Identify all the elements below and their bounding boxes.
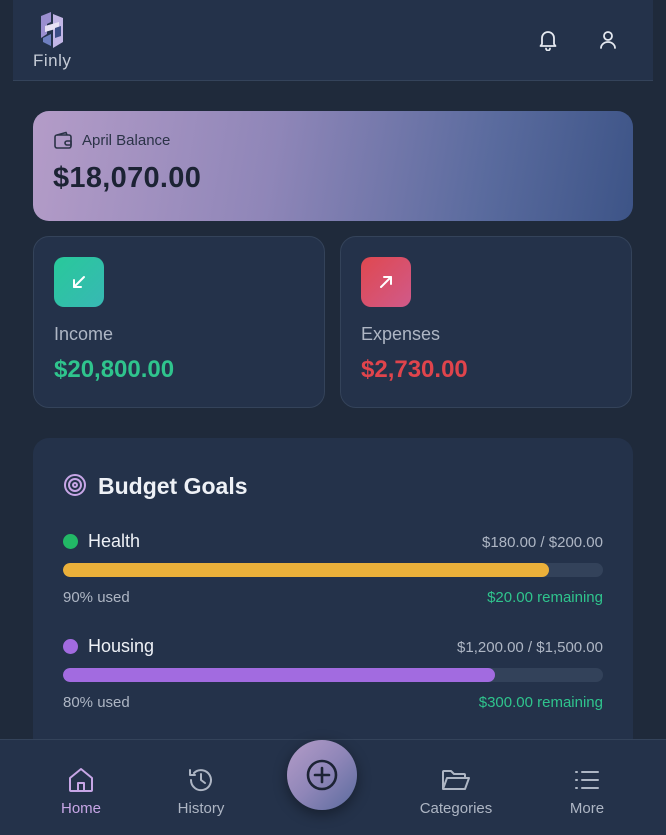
app-header: Finly xyxy=(13,0,653,81)
goal-progress-track xyxy=(63,563,603,577)
nav-home-label: Home xyxy=(60,800,101,817)
nav-home[interactable]: Home xyxy=(26,740,136,835)
arrow-up-right-icon xyxy=(361,257,411,307)
goal-name: Health xyxy=(88,531,141,551)
goal-progress-track xyxy=(63,668,603,682)
user-icon[interactable] xyxy=(596,28,620,52)
category-color-dot xyxy=(63,534,78,549)
income-card[interactable]: Income $20,800.00 xyxy=(33,236,325,408)
nav-history[interactable]: History xyxy=(146,740,256,835)
bell-icon[interactable] xyxy=(536,28,560,52)
plus-circle-icon xyxy=(305,758,339,792)
goal-amounts: $180.00 / $200.00 xyxy=(482,534,603,551)
target-icon xyxy=(63,473,87,497)
expenses-amount: $2,730.00 xyxy=(361,356,468,383)
balance-card: April Balance $18,070.00 xyxy=(33,111,633,221)
nav-categories[interactable]: Categories xyxy=(401,740,511,835)
nav-history-label: History xyxy=(177,800,225,817)
nav-more-label: More xyxy=(569,800,605,817)
income-amount: $20,800.00 xyxy=(54,356,175,383)
arrow-down-left-icon xyxy=(54,257,104,307)
expenses-label: Expenses xyxy=(361,324,441,344)
menu-list-icon xyxy=(571,764,603,796)
budget-goals-title: Budget Goals xyxy=(98,473,248,499)
income-label: Income xyxy=(54,324,114,344)
goal-amounts: $1,200.00 / $1,500.00 xyxy=(457,639,603,656)
goal-progress-fill xyxy=(63,563,549,577)
budget-goals-card: Budget Goals Health $180.00 / $200.00 90… xyxy=(33,438,633,758)
history-icon xyxy=(185,764,217,796)
category-color-dot xyxy=(63,639,78,654)
goal-used: 80% used xyxy=(63,694,130,711)
balance-amount: $18,070.00 xyxy=(53,162,202,194)
goal-name: Housing xyxy=(88,636,155,656)
balance-label: April Balance xyxy=(82,132,171,149)
home-icon xyxy=(65,764,97,796)
wallet-icon xyxy=(53,131,73,151)
folder-open-icon xyxy=(440,764,472,796)
app-name: Finly xyxy=(33,51,72,70)
add-transaction-button[interactable] xyxy=(287,740,357,810)
goal-progress-fill xyxy=(63,668,495,682)
finly-logo-icon[interactable] xyxy=(37,12,67,50)
goal-remaining: $20.00 remaining xyxy=(487,589,603,606)
nav-more[interactable]: More xyxy=(532,740,642,835)
goal-used: 90% used xyxy=(63,589,130,606)
expenses-card[interactable]: Expenses $2,730.00 xyxy=(340,236,632,408)
goal-remaining: $300.00 remaining xyxy=(478,694,603,711)
nav-categories-label: Categories xyxy=(419,800,493,817)
